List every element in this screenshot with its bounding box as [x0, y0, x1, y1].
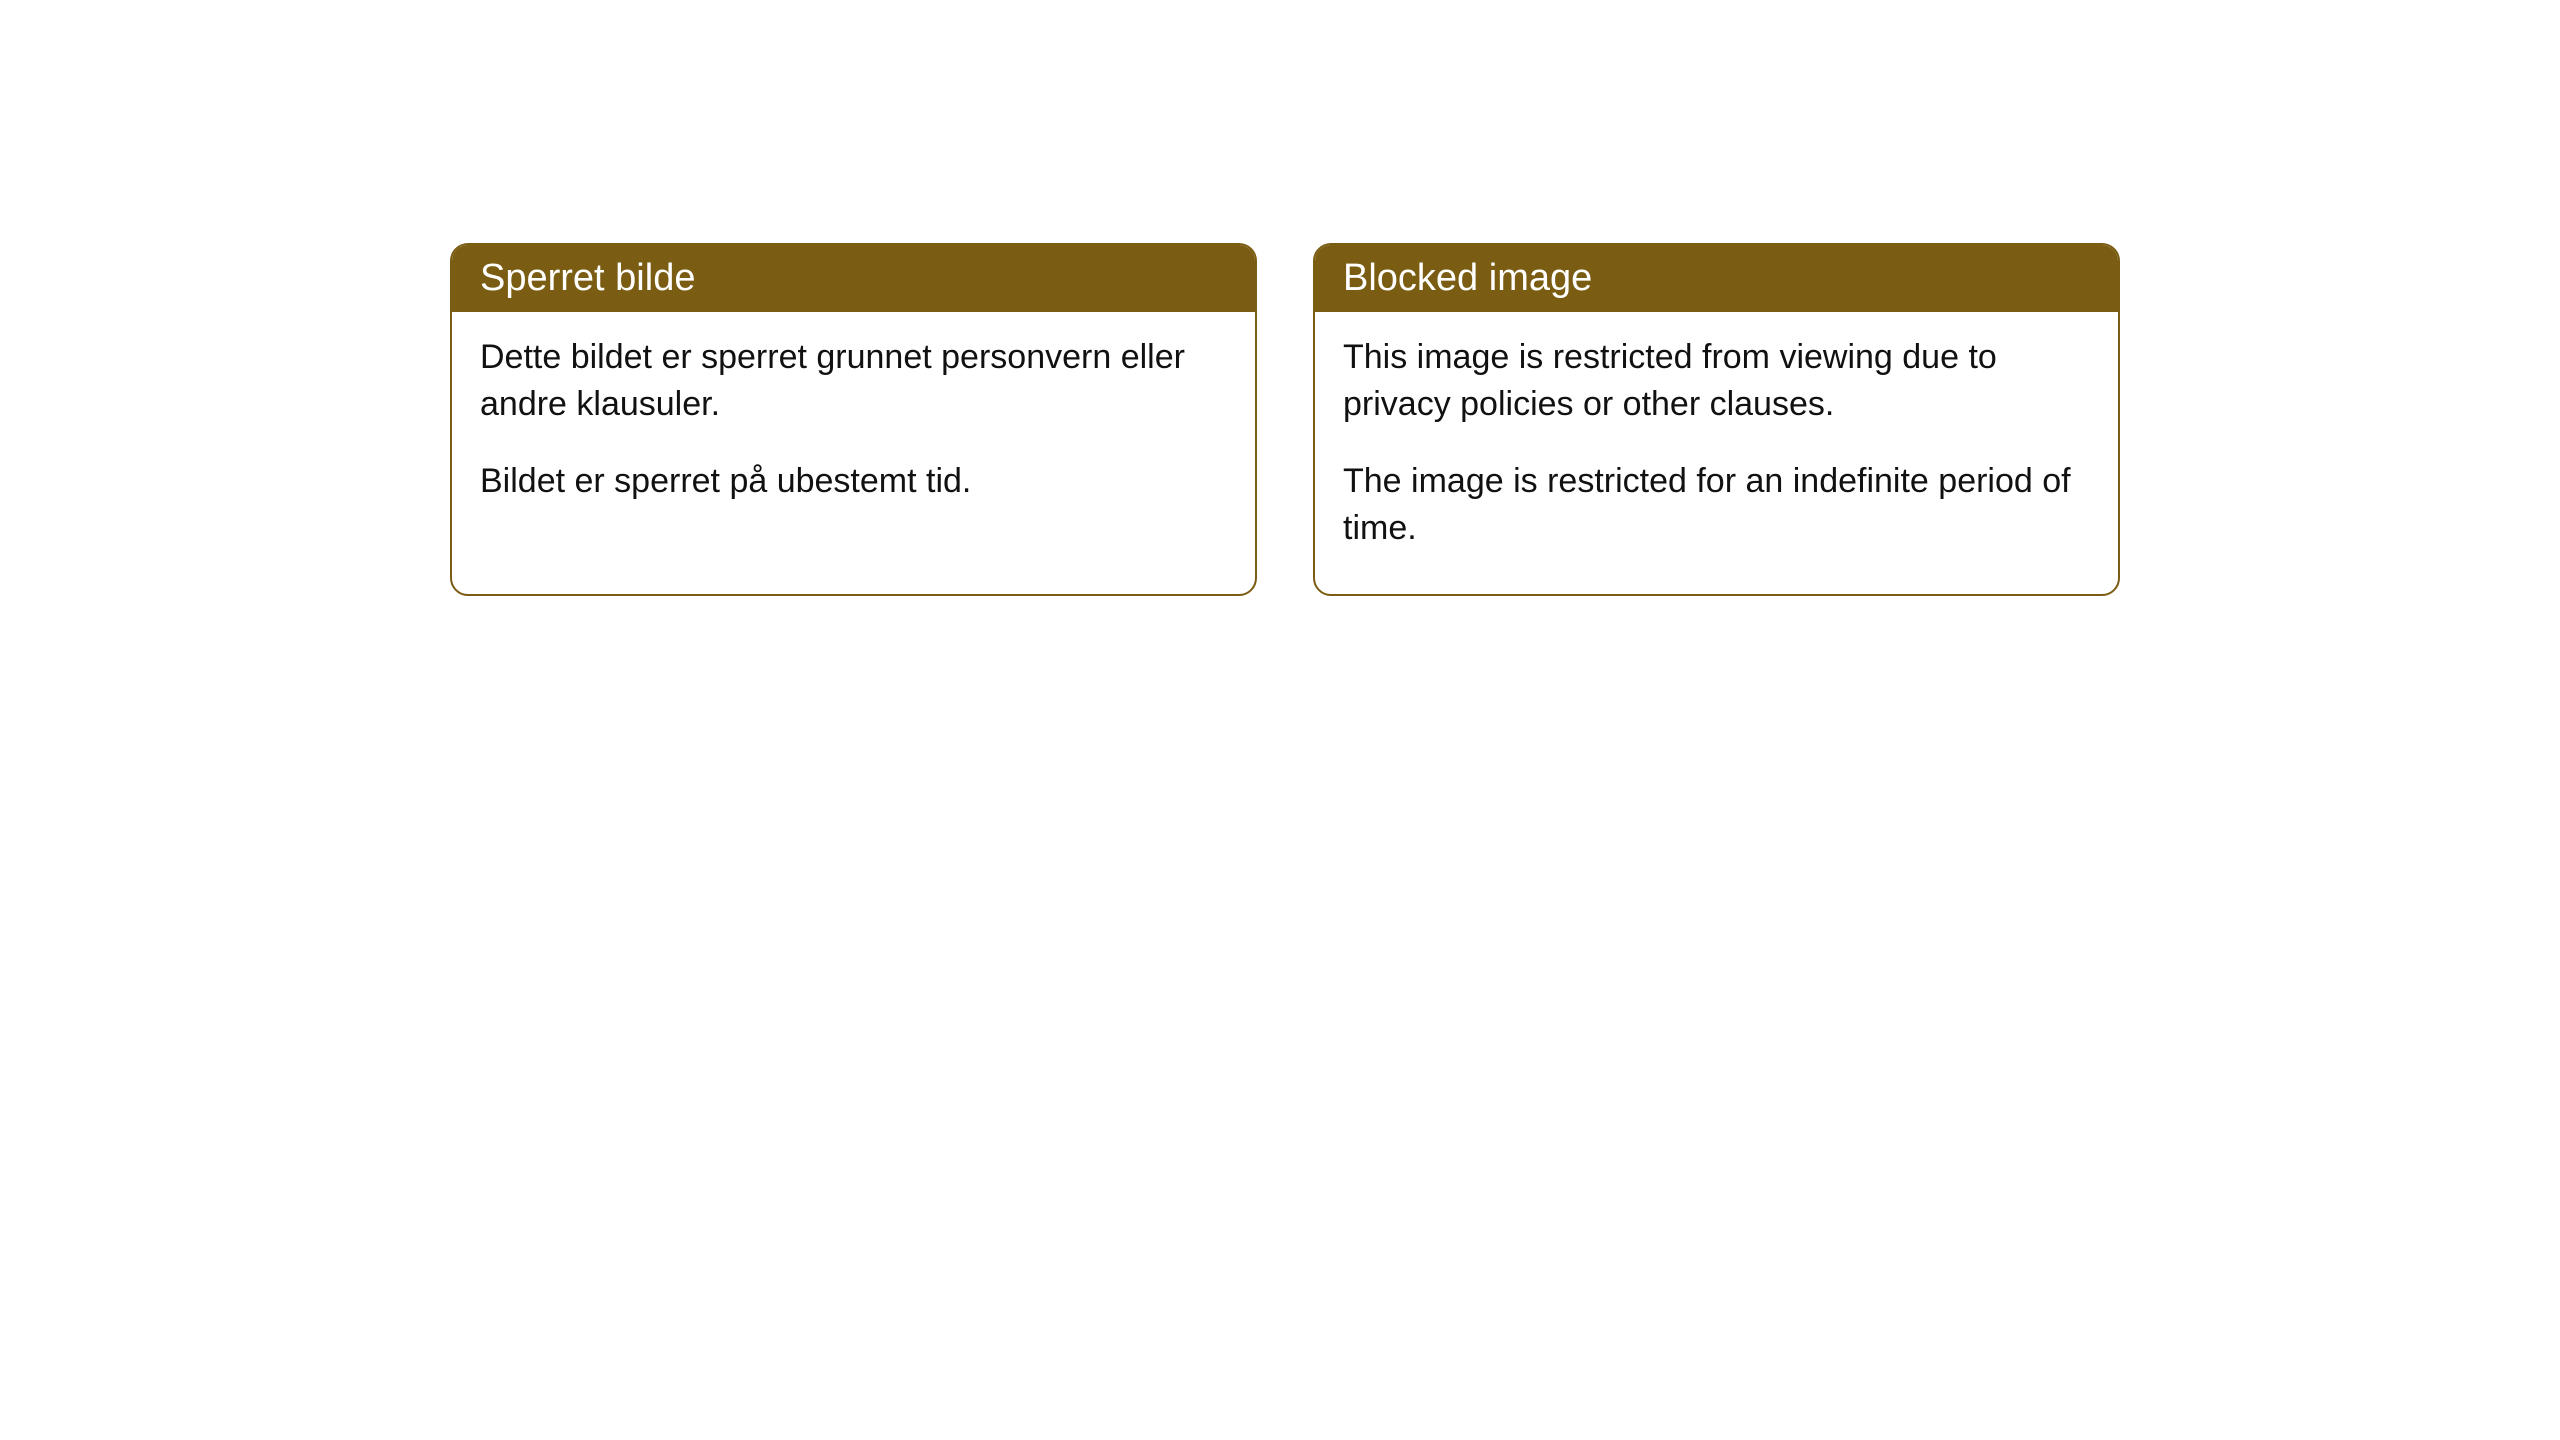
card-body: This image is restricted from viewing du…	[1315, 312, 2118, 594]
notice-card-english: Blocked image This image is restricted f…	[1313, 243, 2120, 596]
card-header: Sperret bilde	[452, 245, 1255, 312]
card-paragraph: This image is restricted from viewing du…	[1343, 334, 2090, 428]
notice-cards-container: Sperret bilde Dette bildet er sperret gr…	[450, 243, 2120, 596]
card-header: Blocked image	[1315, 245, 2118, 312]
card-paragraph: Dette bildet er sperret grunnet personve…	[480, 334, 1227, 428]
notice-card-norwegian: Sperret bilde Dette bildet er sperret gr…	[450, 243, 1257, 596]
card-paragraph: Bildet er sperret på ubestemt tid.	[480, 458, 1227, 505]
card-body: Dette bildet er sperret grunnet personve…	[452, 312, 1255, 547]
card-paragraph: The image is restricted for an indefinit…	[1343, 458, 2090, 552]
